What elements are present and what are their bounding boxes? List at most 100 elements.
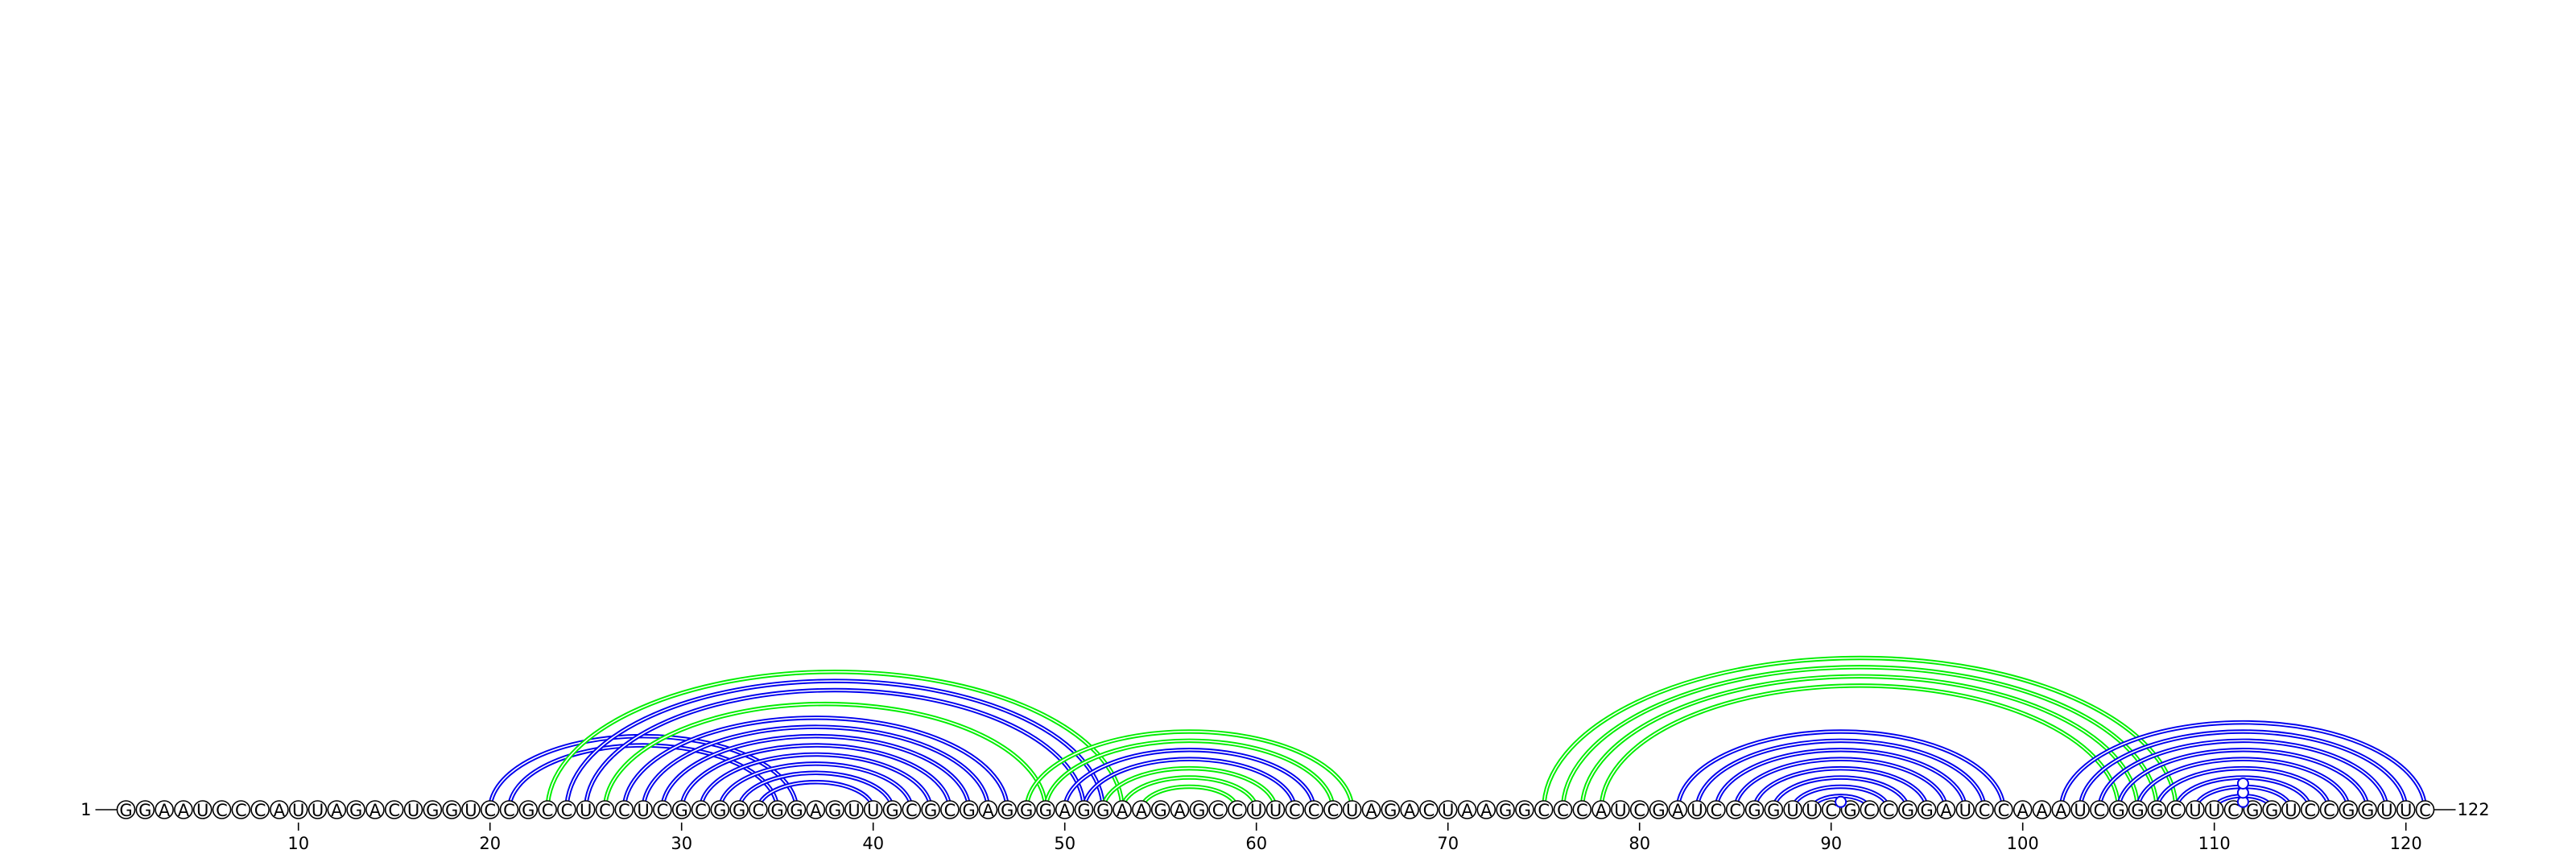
nucleotide-74: G xyxy=(1515,800,1534,820)
arc-inner-32-42 xyxy=(719,763,913,810)
nucleotide-letter: G xyxy=(349,801,362,820)
nucleotide-25: U xyxy=(576,800,596,820)
nucleotide-letter: C xyxy=(1711,801,1723,820)
nucleotide-letter: C xyxy=(1825,801,1837,820)
nucleotide-letter: U xyxy=(1806,801,1818,820)
nucleotide-circle xyxy=(1783,800,1802,819)
nucleotide-letter: G xyxy=(2361,801,2374,820)
nucleotide-circle xyxy=(576,800,596,819)
nucleotide-92: C xyxy=(1860,800,1880,820)
nucleotide-letter: G xyxy=(1384,801,1397,820)
nucleotide-letter: U xyxy=(1269,801,1282,820)
nucleotide-circle xyxy=(1668,800,1688,819)
nucleotide-64: C xyxy=(1323,800,1343,820)
nucleotide-circle xyxy=(1629,800,1649,819)
nucleotide-24: C xyxy=(557,800,576,820)
nucleotide-circle xyxy=(365,800,385,819)
nucleotide-letter: A xyxy=(1404,801,1416,820)
nucleotide-letter: U xyxy=(848,801,860,820)
nucleotide-circle xyxy=(1113,800,1132,819)
tick-label-60: 60 xyxy=(1245,834,1267,853)
nucleotide-letter: G xyxy=(1154,801,1167,820)
nucleotide-letter: G xyxy=(1039,801,1052,820)
arc-inner-87-94 xyxy=(1773,777,1909,810)
tick-label-100: 100 xyxy=(2007,834,2039,853)
nucleotide-17: G xyxy=(423,800,443,820)
nucleotide-114: U xyxy=(2281,800,2301,820)
nucleotide-circle xyxy=(1074,800,1094,819)
nucleotide-circle xyxy=(1611,800,1630,819)
nucleotide-68: A xyxy=(1400,800,1419,820)
nucleotide-circle xyxy=(270,800,289,819)
nucleotide-letter: G xyxy=(733,801,745,820)
nucleotide-14: A xyxy=(365,800,385,820)
nucleotide-31: C xyxy=(691,800,711,820)
nucleotide-letter: C xyxy=(2170,801,2182,820)
nucleotide-letter: C xyxy=(1308,801,1320,820)
nucleotide-letter: U xyxy=(1442,801,1454,820)
nucleotide-58: C xyxy=(1208,800,1228,820)
nucleotide-letter: G xyxy=(713,801,726,820)
nucleotide-27: C xyxy=(614,800,634,820)
arc-green-48-65 xyxy=(1024,729,1355,810)
nucleotide-letter: A xyxy=(1136,801,1148,820)
nucleotide-80: C xyxy=(1629,800,1649,820)
nucleotide-60: U xyxy=(1246,800,1266,820)
arc-inner-83-98 xyxy=(1696,740,1985,810)
nucleotide-letter: C xyxy=(2227,801,2240,820)
nucleotide-circle xyxy=(1802,800,1822,819)
nucleotide-circle xyxy=(480,800,500,819)
nucleotide-circle xyxy=(212,800,232,819)
nucleotide-circle xyxy=(557,800,576,819)
tick-label-30: 30 xyxy=(671,834,692,853)
nucleotide-95: G xyxy=(1917,800,1937,820)
nucleotide-94: G xyxy=(1898,800,1918,820)
nucleotide-circle xyxy=(1438,800,1458,819)
nucleotide-letter: G xyxy=(1499,801,1512,820)
nucleotide-117: G xyxy=(2339,800,2359,820)
nucleotide-81: G xyxy=(1649,800,1669,820)
arc-inner-29-45 xyxy=(662,735,970,810)
arc-inner-23-53 xyxy=(547,670,1123,810)
nucleotide-circle xyxy=(2032,800,2052,819)
nucleotide-49: G xyxy=(1036,800,1055,820)
nucleotide-letter: G xyxy=(2246,801,2259,820)
nucleotide-circle xyxy=(518,800,539,819)
nucleotide-12: A xyxy=(327,800,347,820)
nucleotide-circle xyxy=(1476,800,1496,819)
nucleotide-100: A xyxy=(2013,800,2033,820)
nucleotide-letter: C xyxy=(753,801,765,820)
nucleotide-circle xyxy=(749,800,768,819)
nucleotide-letter: C xyxy=(254,801,266,820)
nucleotide-letter: A xyxy=(1365,801,1377,820)
nucleotide-circle xyxy=(2013,800,2033,819)
nucleotide-105: G xyxy=(2108,800,2128,820)
nucleotide-circle xyxy=(288,800,308,819)
nucleotide-40: U xyxy=(863,800,883,820)
nucleotide-23: C xyxy=(538,800,557,820)
nucleotide-16: U xyxy=(403,800,423,820)
nucleotide-circle xyxy=(1515,800,1534,819)
nucleotide-118: G xyxy=(2358,800,2377,820)
nucleotide-circle xyxy=(902,800,922,819)
nucleotide-circle xyxy=(2147,800,2167,819)
nucleotide-letter: U xyxy=(2285,801,2297,820)
nucleotide-33: G xyxy=(729,800,749,820)
nucleotide-letter: C xyxy=(695,801,707,820)
nucleotide-letter: C xyxy=(1538,801,1550,820)
nucleotide-letter: C xyxy=(599,801,611,820)
tick-label-110: 110 xyxy=(2198,834,2231,853)
nucleotide-circle xyxy=(1189,800,1209,819)
nucleotide-120: U xyxy=(2396,800,2416,820)
nucleotide-circle xyxy=(691,800,711,819)
nucleotide-letter: C xyxy=(1864,801,1876,820)
nucleotide-circle xyxy=(403,800,423,819)
nucleotide-letter: G xyxy=(1192,801,1205,820)
nucleotide-96: A xyxy=(1936,800,1956,820)
nucleotide-circle xyxy=(1342,800,1362,819)
arc-inner-24-52 xyxy=(566,680,1104,810)
nucleotide-letter: C xyxy=(1979,801,1991,820)
nucleotide-106: G xyxy=(2128,800,2148,820)
nucleotide-6: C xyxy=(212,800,232,820)
nucleotide-letter: A xyxy=(2055,801,2067,820)
